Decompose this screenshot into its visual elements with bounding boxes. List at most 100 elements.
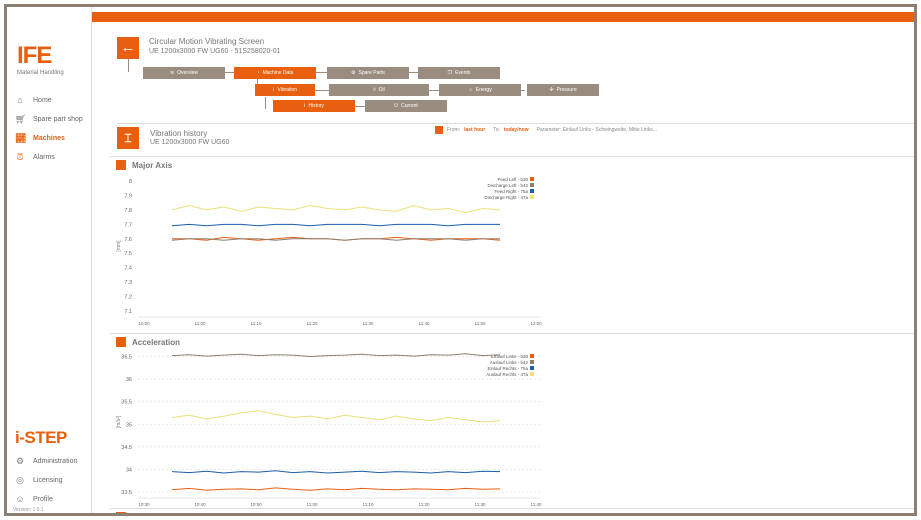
legend-swatch bbox=[530, 366, 534, 370]
chart-marker bbox=[116, 337, 126, 347]
to-value[interactable]: today/now bbox=[503, 127, 529, 133]
y-tick-label: 7.7 bbox=[124, 222, 132, 228]
alarm-icon: ⏰︎ bbox=[16, 152, 24, 162]
tab-machine-data[interactable]: ◔ Machine Data bbox=[234, 67, 316, 79]
series-line bbox=[171, 238, 500, 241]
tab-current[interactable]: ⏻ Current bbox=[365, 100, 447, 112]
vibration-icon: Ⅰ bbox=[272, 87, 275, 93]
y-tick-label: 7.2 bbox=[124, 295, 132, 301]
x-tick-label: 11:30 bbox=[363, 321, 374, 326]
edit-filter-button[interactable] bbox=[435, 126, 443, 134]
sidebar-item-label: Profile bbox=[33, 495, 53, 503]
top-accent-bar bbox=[92, 12, 914, 22]
legend-swatch bbox=[530, 183, 534, 187]
y-tick-label: 36.5 bbox=[121, 355, 132, 361]
tab-overview[interactable]: ≋ Overview bbox=[143, 67, 225, 79]
legend-swatch bbox=[530, 195, 534, 199]
legend-label: Feed Right - 75a bbox=[494, 189, 528, 194]
istep-logo: i-STEP bbox=[15, 428, 67, 447]
app-window: IFE Material Handling ⌂ Home 🛒︎ Spare pa… bbox=[4, 4, 917, 516]
x-tick-label: 11:50 bbox=[475, 321, 486, 326]
nav-connector bbox=[128, 59, 129, 72]
series-line bbox=[171, 410, 501, 423]
y-tick-label: 8 bbox=[129, 179, 132, 185]
machine-subtitle: UE 1200x3000 FW UG60 - 51S258020-01 bbox=[149, 48, 281, 55]
tab-label: Current bbox=[401, 103, 418, 109]
vibration-history-header: ⌶ Vibration history UE 1200x3000 FW UG60… bbox=[117, 123, 914, 155]
tab-label: Events bbox=[455, 70, 471, 76]
gear-icon: ⚙ bbox=[15, 456, 25, 466]
x-tick-label: 11:00 bbox=[195, 321, 206, 326]
tab-history[interactable]: Ⅰ History bbox=[273, 100, 355, 112]
legend-swatch bbox=[530, 372, 534, 376]
legend-swatch bbox=[530, 189, 534, 193]
nav-connector bbox=[265, 97, 266, 109]
y-axis-label: [m/s²] bbox=[116, 415, 122, 428]
chart-header: Acceleration bbox=[116, 337, 180, 347]
y-tick-label: 35 bbox=[126, 422, 132, 428]
x-tick-label: 11:30 bbox=[475, 502, 486, 507]
version-label: Version: 1.0.1 bbox=[13, 507, 44, 513]
tab-energy[interactable]: ☼ Energy bbox=[439, 84, 521, 96]
x-tick-label: 11:10 bbox=[363, 502, 374, 507]
y-tick-label: 7.9 bbox=[124, 193, 132, 199]
series-line bbox=[171, 487, 501, 491]
legend-swatch bbox=[530, 354, 534, 358]
back-button[interactable]: ← bbox=[117, 37, 139, 59]
user-icon: ☺ bbox=[15, 494, 25, 504]
x-tick-label: 12:00 bbox=[530, 321, 542, 326]
y-tick-label: 7.4 bbox=[124, 266, 132, 272]
section-title: Vibration history bbox=[150, 129, 208, 138]
sidebar-item-machines[interactable]: 📈︎ Machines bbox=[15, 133, 65, 143]
gauge-icon: ◔ bbox=[256, 70, 260, 76]
tab-pressure[interactable]: ✣ Pressure bbox=[527, 84, 599, 96]
tab-label: Energy bbox=[475, 87, 492, 93]
sidebar-item-administration[interactable]: ⚙ Administration bbox=[15, 456, 77, 466]
legend-swatch bbox=[530, 360, 534, 364]
x-tick-label: 11:20 bbox=[307, 321, 318, 326]
series-line bbox=[171, 470, 501, 474]
sidebar-item-licensing[interactable]: ◎ Licensing bbox=[15, 475, 63, 485]
cart-icon: 🛒︎ bbox=[15, 114, 27, 124]
sidebar-item-home[interactable]: ⌂ Home bbox=[15, 95, 51, 105]
layers-icon: ≋ bbox=[169, 70, 175, 76]
y-tick-label: 33.5 bbox=[121, 490, 132, 496]
home-icon: ⌂ bbox=[17, 95, 23, 105]
y-tick-label: 36 bbox=[126, 377, 132, 383]
y-tick-label: 34 bbox=[126, 467, 132, 473]
sidebar-item-label: Administration bbox=[33, 457, 78, 465]
legend-label: Einlauf Links - b30 bbox=[491, 354, 529, 359]
legend-label: Feed Left - b30 bbox=[497, 177, 528, 182]
chart-header bbox=[116, 512, 126, 513]
y-tick-label: 7.5 bbox=[124, 251, 132, 257]
tab-events[interactable]: ❐ Events bbox=[418, 67, 500, 79]
tab-oil[interactable]: ◊ Oil bbox=[329, 84, 429, 96]
tab-label: Spare Parts bbox=[358, 70, 385, 76]
y-tick-label: 7.3 bbox=[124, 280, 132, 286]
tab-vibration[interactable]: Ⅰ Vibration bbox=[255, 84, 315, 96]
drop-icon: ◊ bbox=[373, 87, 376, 93]
x-tick-label: 11:40 bbox=[531, 502, 542, 507]
arrow-left-icon: ← bbox=[120, 39, 136, 56]
major-axis-chart: [mm] 8 7.9 7.8 7.7 7.6 7.5 7.4 7.3 7.2 7.1 10:00 11:… bbox=[116, 177, 542, 326]
from-value[interactable]: last hour bbox=[464, 127, 486, 133]
to-label: To: bbox=[493, 127, 500, 133]
logo-subtitle: Material Handling bbox=[17, 70, 64, 76]
y-tick-label: 7.6 bbox=[124, 237, 132, 243]
y-tick-label: 34.5 bbox=[121, 445, 132, 451]
chart-title: Acceleration bbox=[132, 337, 181, 347]
license-icon: ◎ bbox=[16, 475, 24, 485]
tab-spare-parts[interactable]: ⚙ Spare Parts bbox=[327, 67, 409, 79]
sidebar-item-label: Alarms bbox=[33, 153, 55, 161]
sidebar-item-spare-part-shop[interactable]: 🛒︎ Spare part shop bbox=[15, 114, 83, 124]
machine-title: Circular Motion Vibrating Screen bbox=[149, 37, 265, 46]
sidebar-item-alarms[interactable]: ⏰︎ Alarms bbox=[15, 152, 55, 162]
tab-label: Oil bbox=[378, 87, 385, 93]
filter-bar: From: last hour To: today/now Parameter:… bbox=[435, 126, 657, 134]
sidebar-item-profile[interactable]: ☺ Profile bbox=[15, 494, 53, 504]
sidebar-item-label: Spare part shop bbox=[33, 115, 83, 123]
copy-icon: ❐ bbox=[447, 70, 453, 76]
x-tick-label: 11:10 bbox=[251, 321, 262, 326]
legend-label: Einlauf Rechts - 75a bbox=[487, 366, 528, 371]
y-axis-label: [mm] bbox=[116, 240, 122, 252]
